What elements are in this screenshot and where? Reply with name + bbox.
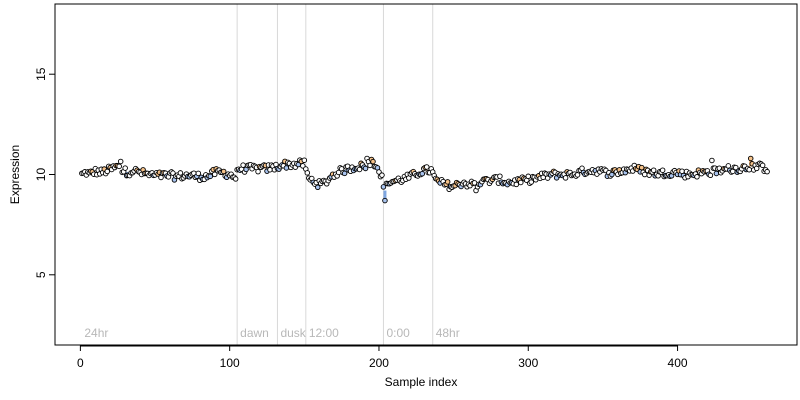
section-label-48hr: 48hr [436, 326, 460, 340]
data-point [713, 170, 720, 177]
data-point [315, 184, 321, 191]
data-point [419, 170, 426, 177]
data-point [759, 162, 766, 169]
data-point [356, 166, 363, 173]
y-tick-label: 5 [34, 271, 48, 278]
data-point [376, 169, 382, 175]
data-point [380, 184, 387, 190]
data-point [497, 173, 503, 179]
data-point [659, 167, 666, 173]
y-tick-label: 15 [34, 67, 48, 81]
section-label-1200: 12:00 [309, 326, 339, 340]
x-tick-label: 200 [369, 356, 389, 370]
x-tick-label: 400 [668, 356, 688, 370]
section-label-dawn: dawn [240, 326, 269, 340]
data-point [220, 168, 227, 175]
data-point [709, 157, 715, 164]
data-point [370, 158, 376, 165]
section-label-dusk: dusk [280, 326, 306, 340]
data-point [117, 158, 124, 165]
data-point [283, 165, 290, 171]
data-point [641, 171, 648, 178]
data-point [518, 179, 524, 186]
data-point [255, 168, 261, 175]
section-label-24hr: 24hr [84, 326, 108, 340]
data-point [207, 173, 214, 180]
data-point [177, 170, 184, 176]
x-axis-label: Sample index [385, 375, 458, 389]
data-point [382, 197, 388, 204]
data-point [211, 171, 218, 178]
data-point [240, 162, 246, 168]
data-point [104, 168, 111, 175]
data-point [707, 172, 714, 179]
section-label-000: 0:00 [386, 326, 410, 340]
data-point [525, 173, 532, 180]
reference-bars [89, 158, 754, 201]
x-axis: 0 100 200 300 400 [77, 345, 688, 370]
data-point [304, 170, 311, 176]
section-labels: 24hr dawn dusk 12:00 0:00 48hr [84, 326, 459, 340]
data-point [562, 175, 569, 181]
y-tick-label: 10 [34, 168, 48, 182]
data-point [747, 155, 754, 162]
data-point [694, 174, 700, 180]
data-point [423, 164, 430, 170]
x-tick-label: 300 [518, 356, 538, 370]
data-point [638, 164, 645, 171]
data-point [650, 167, 657, 173]
x-tick-label: 100 [220, 356, 240, 370]
data-point [232, 176, 239, 182]
reference-bar [383, 190, 387, 201]
data-point [379, 172, 385, 178]
data-point [116, 163, 122, 170]
data-points [79, 155, 770, 204]
data-point [746, 166, 752, 173]
data-point [513, 181, 520, 188]
y-axis-label: Expression [8, 145, 22, 204]
data-point [122, 165, 128, 171]
x-tick-label: 0 [77, 356, 84, 370]
data-point [764, 168, 770, 175]
y-axis: 5 10 15 [34, 67, 56, 278]
data-point [341, 170, 348, 177]
data-point [528, 179, 535, 185]
data-point [725, 163, 732, 169]
data-point [301, 157, 308, 163]
data-point [195, 170, 202, 177]
data-point [362, 165, 369, 172]
data-point [444, 179, 451, 185]
